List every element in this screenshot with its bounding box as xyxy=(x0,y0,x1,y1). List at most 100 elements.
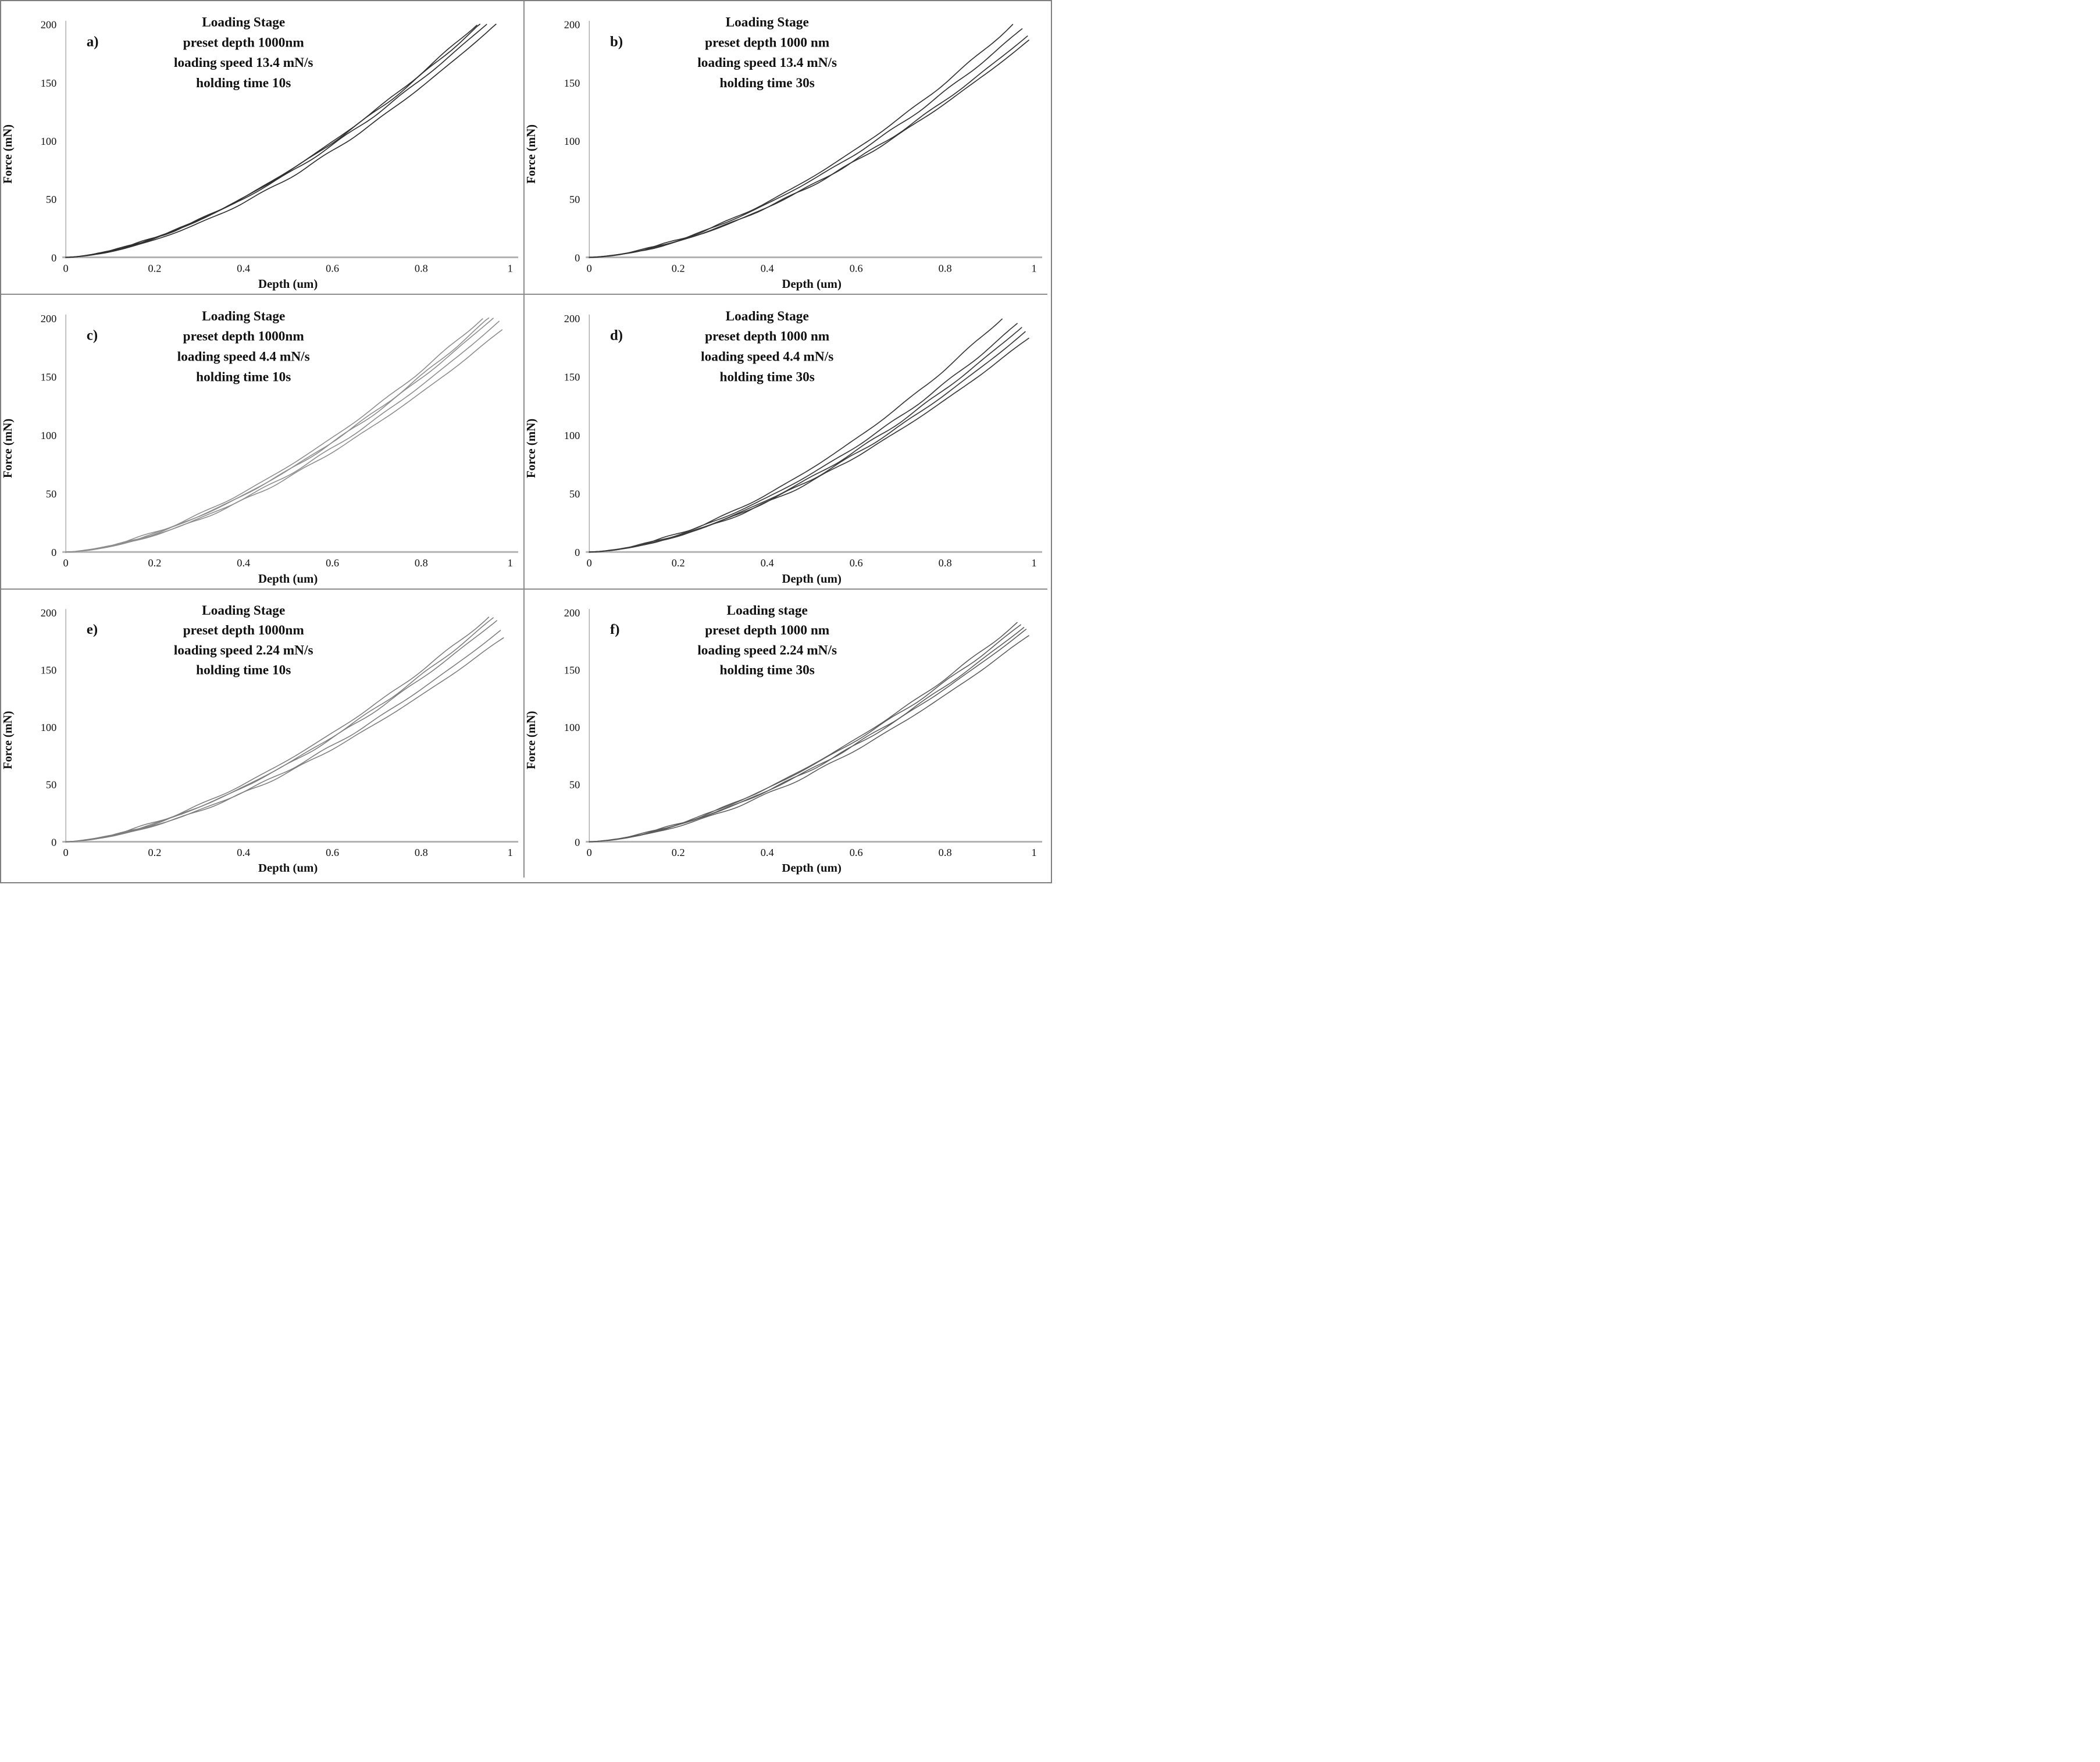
chart-title-line-3: loading speed 2.24 mN/s xyxy=(697,643,837,658)
y-tick-100: 100 xyxy=(564,722,580,733)
chart-title-line-2: preset depth 1000nm xyxy=(183,35,305,50)
x-tick-0.4: 0.4 xyxy=(237,557,250,569)
chart-title-line-1: Loading Stage xyxy=(202,309,285,324)
x-tick-0.6: 0.6 xyxy=(850,847,863,858)
x-tick-0: 0 xyxy=(587,262,592,274)
x-axis-title: Depth (um) xyxy=(258,862,318,875)
x-axis-title: Depth (um) xyxy=(782,277,842,291)
panel-c: 200 150 100 50 0 0 0.2 0.4 0.6 0.8 1 For… xyxy=(1,295,525,590)
x-tick-0.6: 0.6 xyxy=(326,557,339,569)
y-tick-labels: 200 150 100 50 0 xyxy=(41,313,57,558)
panel-a: 200 150 100 50 0 0 0.2 0.4 0.6 0.8 1 For… xyxy=(1,1,525,295)
chart-title-line-3: loading speed 4.4 mN/s xyxy=(177,349,310,365)
y-axis-title: Force (mN) xyxy=(525,419,538,478)
x-axis-title: Depth (um) xyxy=(258,277,318,291)
x-tick-0.2: 0.2 xyxy=(148,557,161,569)
x-tick-0.8: 0.8 xyxy=(415,262,428,274)
force-depth-curves xyxy=(65,23,497,258)
panel-letter: d) xyxy=(610,328,623,344)
loading-curve-chart: 200 150 100 50 0 0 0.2 0.4 0.6 0.8 1 For… xyxy=(525,15,1043,291)
y-tick-0: 0 xyxy=(51,547,56,558)
y-tick-100: 100 xyxy=(41,430,57,441)
y-tick-0: 0 xyxy=(51,836,56,848)
y-tick-0: 0 xyxy=(51,252,56,263)
x-tick-1: 1 xyxy=(1032,847,1037,858)
x-tick-1: 1 xyxy=(1032,557,1037,569)
curve-e-3 xyxy=(65,620,498,843)
x-tick-0.4: 0.4 xyxy=(761,847,774,858)
x-tick-1: 1 xyxy=(508,847,513,858)
y-axis-title: Force (mN) xyxy=(1,124,15,184)
y-tick-100: 100 xyxy=(41,135,57,147)
chart-title-line-3: loading speed 13.4 mN/s xyxy=(697,55,837,70)
x-tick-labels: 0 0.2 0.4 0.6 0.8 1 xyxy=(63,847,513,858)
x-axis-title: Depth (um) xyxy=(258,572,318,586)
y-tick-200: 200 xyxy=(41,607,57,619)
curve-a-4 xyxy=(65,23,497,258)
curve-a-2 xyxy=(65,23,481,258)
curve-b-3 xyxy=(589,35,1028,258)
y-tick-100: 100 xyxy=(564,430,580,441)
y-tick-200: 200 xyxy=(41,313,57,324)
chart-title-line-3: loading speed 2.24 mN/s xyxy=(174,643,313,658)
x-tick-0.8: 0.8 xyxy=(415,557,428,569)
chart-title-line-1: Loading stage xyxy=(727,603,808,618)
chart-title: Loading stage preset depth 1000 nm loadi… xyxy=(697,603,837,677)
y-axis-title: Force (mN) xyxy=(525,124,538,184)
curve-a-3 xyxy=(65,24,487,258)
chart-title-line-2: preset depth 1000 nm xyxy=(705,329,830,344)
panel-letter: b) xyxy=(610,34,623,49)
curve-e-5 xyxy=(65,637,504,843)
chart-title-line-4: holding time 10s xyxy=(196,76,291,91)
y-tick-100: 100 xyxy=(41,722,57,733)
chart-title: Loading Stage preset depth 1000nm loadin… xyxy=(177,309,310,385)
y-tick-150: 150 xyxy=(41,371,57,383)
curve-d-4 xyxy=(589,331,1026,553)
panel-letter: e) xyxy=(87,622,98,637)
y-tick-50: 50 xyxy=(46,194,56,205)
y-tick-100: 100 xyxy=(564,135,580,147)
y-tick-50: 50 xyxy=(46,488,56,500)
curve-d-2 xyxy=(589,323,1018,553)
chart-title-line-3: loading speed 4.4 mN/s xyxy=(701,349,833,365)
panel-f: 200 150 100 50 0 0 0.2 0.4 0.6 0.8 1 For… xyxy=(525,590,1047,878)
x-tick-1: 1 xyxy=(508,557,513,569)
y-tick-0: 0 xyxy=(575,836,580,848)
y-tick-150: 150 xyxy=(564,371,580,383)
x-tick-0.4: 0.4 xyxy=(761,262,774,274)
x-tick-0.4: 0.4 xyxy=(761,557,774,569)
y-tick-0: 0 xyxy=(575,547,580,558)
curve-e-4 xyxy=(65,630,501,843)
chart-title-line-2: preset depth 1000nm xyxy=(183,623,304,638)
curve-b-1 xyxy=(589,24,1014,258)
chart-title: Loading Stage preset depth 1000 nm loadi… xyxy=(697,15,837,91)
figure-grid: 200 150 100 50 0 0 0.2 0.4 0.6 0.8 1 For… xyxy=(0,0,1052,883)
chart-title-line-1: Loading Stage xyxy=(202,15,285,30)
y-tick-150: 150 xyxy=(564,665,580,676)
x-tick-0.2: 0.2 xyxy=(672,847,685,858)
x-tick-1: 1 xyxy=(508,262,513,274)
loading-curve-chart: 200 150 100 50 0 0 0.2 0.4 0.6 0.8 1 For… xyxy=(1,15,519,291)
chart-title-line-2: preset depth 1000 nm xyxy=(705,623,829,638)
panel-letter: a) xyxy=(87,34,99,49)
chart-title-line-2: preset depth 1000 nm xyxy=(705,35,830,50)
y-tick-labels: 200 150 100 50 0 xyxy=(564,19,580,264)
curve-d-5 xyxy=(589,337,1029,553)
loading-curve-chart: 200 150 100 50 0 0 0.2 0.4 0.6 0.8 1 For… xyxy=(525,603,1043,875)
x-tick-0.6: 0.6 xyxy=(850,557,863,569)
x-tick-0.4: 0.4 xyxy=(237,847,250,858)
curve-b-4 xyxy=(589,40,1029,258)
y-tick-50: 50 xyxy=(46,779,56,791)
loading-curve-chart: 200 150 100 50 0 0 0.2 0.4 0.6 0.8 1 For… xyxy=(2,603,519,875)
x-tick-0.2: 0.2 xyxy=(148,847,161,858)
y-axis-title: Force (mN) xyxy=(1,419,15,478)
curve-c-5 xyxy=(65,329,503,553)
curve-e-1 xyxy=(65,616,490,843)
x-tick-0: 0 xyxy=(63,262,69,274)
x-tick-0.4: 0.4 xyxy=(237,262,250,274)
curve-d-1 xyxy=(589,318,1003,553)
y-tick-200: 200 xyxy=(564,313,580,324)
x-tick-0.2: 0.2 xyxy=(148,262,161,274)
panel-e: 200 150 100 50 0 0 0.2 0.4 0.6 0.8 1 For… xyxy=(1,590,525,878)
x-tick-0.2: 0.2 xyxy=(672,557,685,569)
